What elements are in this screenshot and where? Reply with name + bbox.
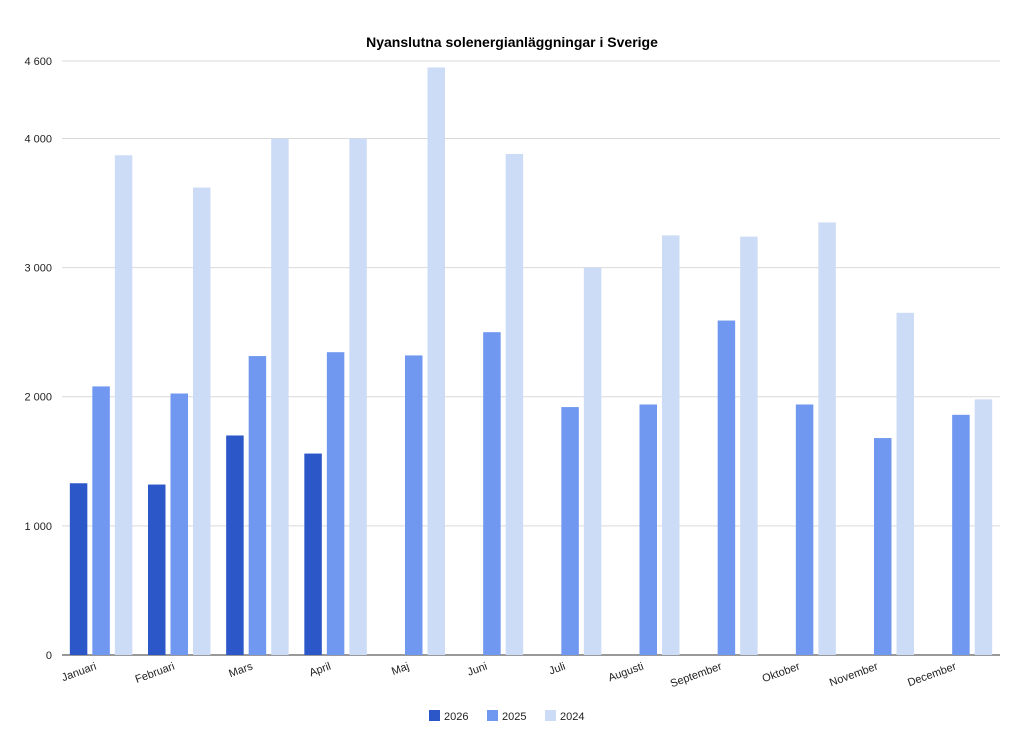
legend-item-2024[interactable]: 2024 (545, 710, 584, 723)
y-tick-label: 4 000 (24, 133, 52, 145)
bar-2024-september[interactable] (740, 236, 758, 656)
bar-2024-juli[interactable] (583, 267, 602, 655)
bar-2025-april[interactable] (326, 352, 345, 655)
legend-swatch (545, 710, 556, 721)
bar-2025-maj[interactable] (405, 355, 423, 655)
y-tick-label: 2 000 (24, 392, 52, 404)
bar-2026-januari[interactable] (69, 483, 88, 655)
x-tick-label: November (828, 660, 880, 689)
legend-label: 2026 (444, 711, 468, 723)
x-axis-ticks: Januari Februari Mars April Maj Juni Juli Augus… (60, 660, 958, 690)
bar-2024-januari[interactable] (114, 155, 133, 656)
legend-item-2025[interactable]: 2025 (487, 710, 526, 723)
x-tick-label: September (669, 660, 724, 690)
bar-2025-mars[interactable] (248, 356, 267, 655)
bar-2024-april[interactable] (349, 138, 367, 655)
bars (69, 67, 993, 656)
bar-2024-oktober[interactable] (818, 222, 836, 656)
bar-2026-februari[interactable] (148, 484, 166, 655)
bar-2024-maj[interactable] (427, 67, 446, 655)
legend-swatch (487, 710, 498, 721)
bar-2024-februari[interactable] (193, 187, 211, 655)
x-tick-label: Oktober (761, 660, 802, 685)
y-axis-ticks: 0 1 000 2 000 3 000 4 000 4 600 (24, 56, 52, 662)
legend-item-2026[interactable]: 2026 (429, 710, 468, 723)
gridlines (62, 60, 1000, 656)
bar-2025-februari[interactable] (170, 393, 189, 655)
bar-2025-augusti[interactable] (639, 404, 658, 655)
bar-2025-oktober[interactable] (795, 404, 814, 655)
x-tick-label: Augusti (607, 661, 646, 685)
bar-2025-november[interactable] (874, 438, 892, 655)
y-tick-label: 4 600 (24, 56, 52, 68)
bar-2026-mars[interactable] (226, 435, 244, 655)
bar-2025-september[interactable] (717, 320, 736, 655)
x-tick-label: December (906, 660, 958, 689)
bar-2024-augusti[interactable] (662, 235, 680, 655)
bar-2024-november[interactable] (896, 312, 915, 655)
x-tick-label: Maj (390, 661, 411, 678)
bar-2024-mars[interactable] (271, 138, 289, 655)
bar-2025-juli[interactable] (561, 407, 579, 655)
bar-2024-juni[interactable] (505, 153, 524, 655)
bar-2024-december[interactable] (974, 399, 993, 655)
x-tick-label: Mars (227, 660, 255, 680)
x-tick-label: Juni (466, 661, 489, 679)
x-tick-label: Februari (134, 661, 177, 686)
bar-2025-juni[interactable] (483, 332, 501, 655)
legend-swatch (429, 710, 440, 721)
legend-label: 2024 (560, 711, 584, 723)
bar-2026-april[interactable] (304, 453, 322, 655)
chart-title: Nyanslutna solenergianläggningar i Sveri… (366, 34, 658, 50)
x-tick-label: Juli (547, 661, 567, 678)
legend-label: 2025 (502, 711, 526, 723)
legend[interactable]: 2026 2025 2024 (429, 710, 584, 723)
y-tick-label: 1 000 (24, 521, 52, 533)
bar-2025-januari[interactable] (92, 386, 110, 655)
bar-2025-december[interactable] (952, 414, 970, 655)
y-tick-label: 0 (46, 650, 52, 662)
y-tick-label: 3 000 (24, 263, 52, 275)
x-tick-label: Januari (60, 661, 98, 685)
x-tick-label: April (308, 661, 333, 680)
